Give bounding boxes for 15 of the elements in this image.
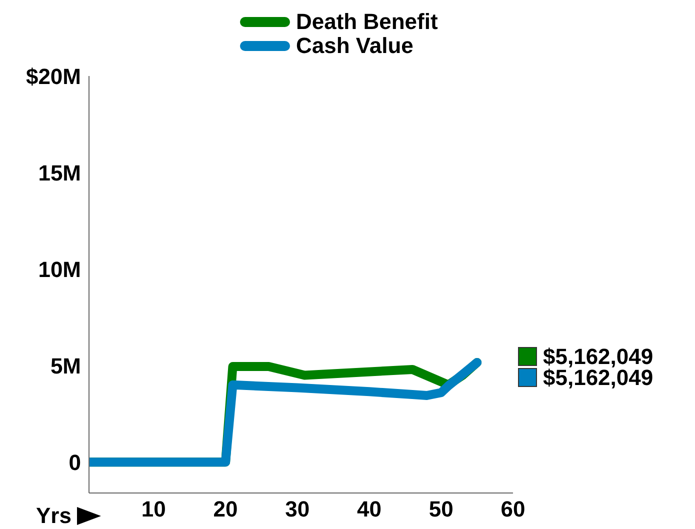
x-tick-label: 50: [428, 496, 454, 522]
x-tick-label: 20: [213, 496, 238, 522]
y-tick-label: 10M: [38, 256, 81, 282]
y-tick-label: 0: [68, 450, 81, 475]
x-tick-label: 10: [141, 496, 166, 522]
legend-label: Cash Value: [296, 33, 414, 58]
text: $5,162,049: [543, 344, 654, 369]
y-tick-label: 15M: [38, 160, 81, 186]
x-tick-label: 30: [285, 496, 310, 522]
y-tick-label: 5M: [50, 353, 81, 378]
x-tick-label: 60: [500, 496, 526, 522]
y-tick-label: $20M: [26, 64, 81, 89]
legend-label: Death Benefit: [296, 9, 438, 34]
x-axis-title: Yrs: [36, 503, 72, 529]
x-tick-label: 40: [357, 496, 382, 522]
